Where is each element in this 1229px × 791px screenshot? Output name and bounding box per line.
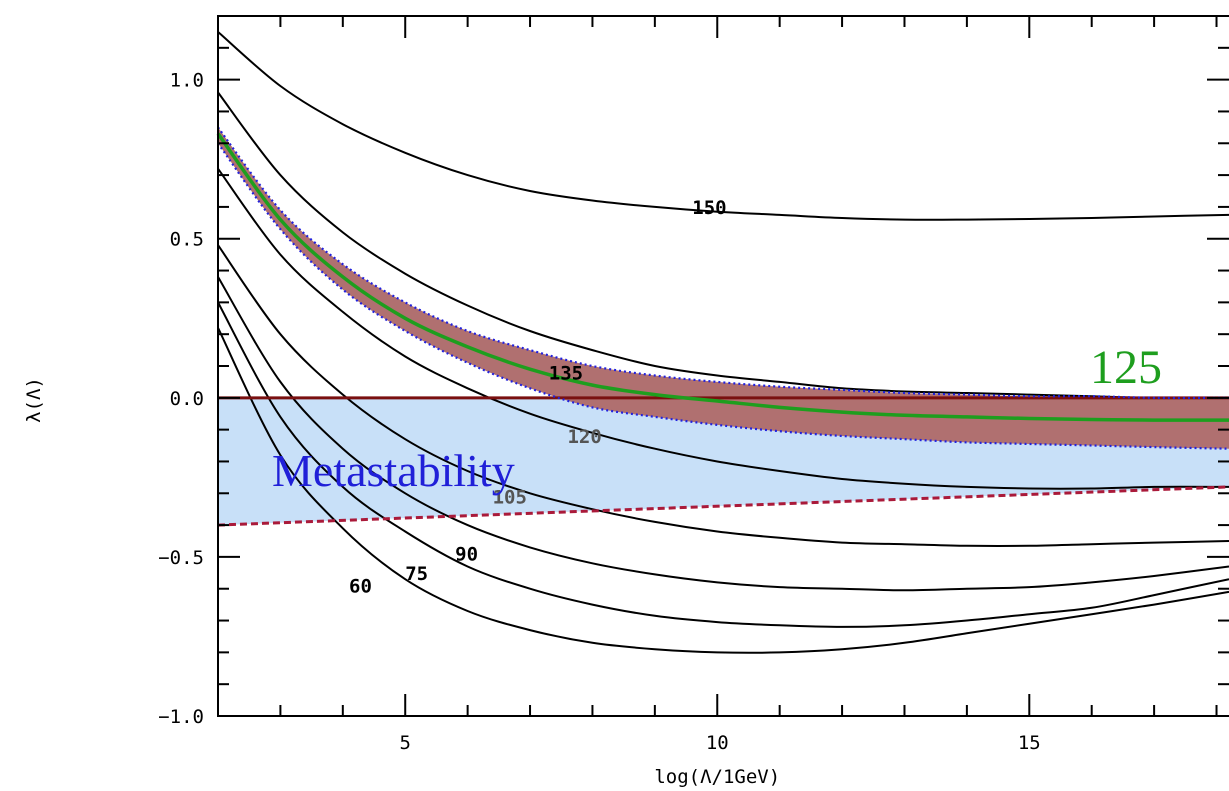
- tick-labels: 5 10 15 1.0 0.5 0.0 −0.5 −1.0: [158, 70, 1041, 754]
- x-tick-label: 10: [706, 732, 729, 754]
- curve-135: [217, 91, 1229, 399]
- curve-label-135: 135: [549, 362, 583, 384]
- curve-label-150: 150: [692, 197, 726, 219]
- y-tick-label: −0.5: [158, 547, 204, 569]
- curve-90: [217, 276, 1229, 592]
- band-fill: [218, 127, 1229, 449]
- metastability-label: Metastability: [272, 445, 515, 496]
- x-tick-label: 5: [399, 732, 410, 754]
- y-axis-label: λ(Λ): [23, 377, 45, 423]
- x-tick-label: 15: [1018, 732, 1041, 754]
- curves: [216, 31, 1229, 654]
- y-tick-label: 0.5: [170, 229, 204, 251]
- curve-label-60: 60: [349, 576, 372, 598]
- curve-120: [217, 168, 1229, 490]
- higgs-125-band: [218, 127, 1229, 449]
- axis-ticks: [218, 15, 1229, 717]
- curve-125: [216, 132, 1229, 422]
- x-axis-label: log(Λ/1GeV): [654, 766, 780, 788]
- curve-60: [217, 327, 1229, 654]
- annotations: 150 135 120 105 90 75 60: [349, 197, 727, 598]
- y-tick-label: −1.0: [158, 706, 204, 728]
- plot-frame: [217, 15, 1229, 717]
- curve-label-120: 120: [567, 426, 601, 448]
- higgs-125-label: 125: [1090, 341, 1162, 394]
- curve-105: [217, 244, 1229, 547]
- band-upper-border: [217, 126, 1229, 400]
- y-tick-label: 1.0: [170, 70, 204, 92]
- curve-label-90: 90: [455, 544, 478, 566]
- curve-75: [217, 301, 1229, 628]
- y-tick-label: 0.0: [170, 388, 204, 410]
- curve-150: [217, 31, 1229, 221]
- curve-label-75: 75: [405, 563, 428, 585]
- curve-label-105: 105: [493, 486, 527, 508]
- metastability-bound-line: [217, 485, 1229, 527]
